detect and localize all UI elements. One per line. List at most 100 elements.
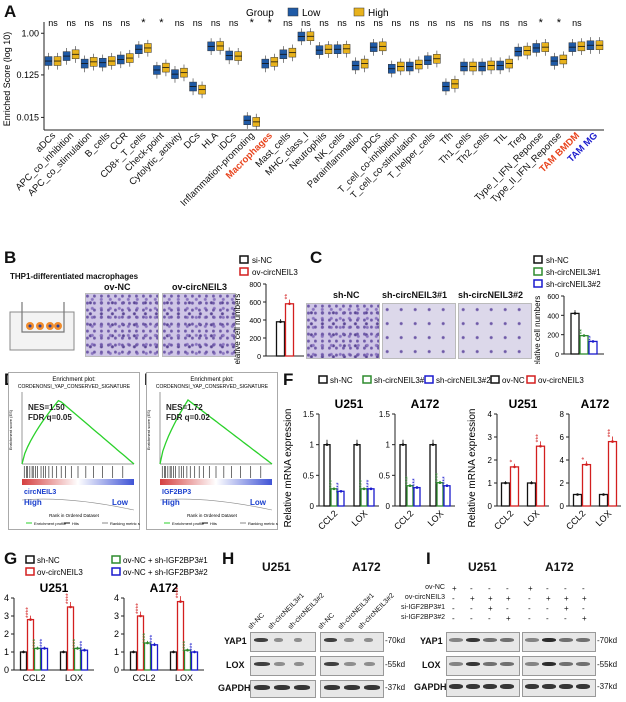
blot-band	[294, 662, 304, 666]
sig-a: ns	[337, 18, 347, 28]
panel-i-sign: -	[506, 604, 509, 613]
legend-f-swatch	[318, 375, 328, 384]
blot-band	[254, 638, 268, 642]
blot-band	[324, 685, 340, 690]
ytick-label: 0	[4, 665, 9, 675]
sig: ***	[536, 434, 543, 442]
bar	[19, 651, 28, 671]
panel-c-img3-label: sh-circNEIL3#2	[458, 290, 524, 300]
blot-band	[466, 684, 480, 689]
legend-b-label: ov-circNEIL3	[252, 268, 298, 277]
panel-letter-g: G	[4, 549, 18, 568]
panel-h-size-37: -37kd	[385, 683, 406, 692]
group-title: U251	[335, 397, 364, 411]
blot-i-u251-lox	[446, 656, 520, 676]
gsea-legend-label: Enrichment profile	[34, 521, 67, 526]
ytick-label: 200	[547, 333, 559, 340]
bar	[399, 444, 407, 507]
gsea-ylabel: Enrichment score (ES)	[8, 409, 13, 450]
ytick-label: 600	[547, 294, 559, 301]
panel-i-cell2: A172	[545, 560, 574, 574]
blot-band	[449, 638, 463, 642]
sig: ****	[412, 478, 419, 489]
sig-a: ns	[464, 18, 474, 28]
xtick-label: CCL2	[392, 508, 415, 531]
ytick-label: 2	[114, 629, 119, 639]
legend-b-swatch	[239, 255, 249, 264]
sig-a: ns	[301, 18, 311, 28]
panel-d-gsea-plot: Enrichment plot:CORDENONSI_YAP_CONSERVED…	[8, 372, 140, 530]
data-point	[530, 481, 533, 485]
ytick-label: 2	[560, 479, 565, 488]
panel-i-sign: +	[488, 594, 493, 603]
ytick-label: 3	[488, 433, 493, 442]
legend-g-swatch	[111, 555, 121, 564]
blot-h-a172-yap1	[320, 632, 384, 652]
sig-a: ns	[392, 18, 402, 28]
blot-band	[559, 662, 573, 666]
data-point	[22, 650, 25, 654]
data-point	[573, 312, 577, 315]
blot-band	[576, 638, 590, 642]
legend-f-label: sh-circNEIL3#2	[436, 376, 491, 385]
gsea-frame	[8, 372, 140, 530]
xtick-label: LOX	[65, 673, 83, 683]
legend-f-swatch	[490, 375, 500, 384]
panel-b-title: THP1-differentiated macrophages	[10, 272, 139, 281]
panel-letter-b: B	[4, 248, 17, 267]
blot-h-a172-lox	[320, 656, 384, 676]
ytick-label: 0	[310, 502, 315, 511]
panel-i-condition-label: ov-NC	[425, 584, 445, 591]
data-point	[172, 650, 175, 654]
sig-a: *	[557, 17, 562, 29]
ytick-label: 8	[560, 410, 565, 419]
sig: ****	[336, 482, 343, 493]
data-point	[576, 493, 579, 496]
ytick-label: 0	[555, 352, 559, 359]
xtick-label: CCL2	[492, 508, 515, 531]
panel-h-cell1: U251	[262, 560, 291, 574]
legend-b-swatch	[239, 267, 249, 276]
panel-i-sign: +	[582, 614, 587, 623]
panel-i-row-yap1: YAP1	[420, 636, 443, 646]
legend-c-label: sh-circNEIL3#2	[546, 280, 601, 289]
panel-g-barcharts: sh-NC ov-circNEIL3 ov-NC + sh-IGF2BP3#1 ov-…	[4, 555, 208, 683]
panel-h-cell2: A172	[352, 560, 381, 574]
blot-band	[344, 662, 356, 666]
panel-i-sign: -	[506, 584, 509, 593]
panel-i-sign: -	[546, 604, 549, 613]
panel-h-lane-label: sh-NC	[317, 612, 337, 631]
blot-band	[500, 662, 514, 666]
panel-i-sign: +	[506, 594, 511, 603]
sig: *	[582, 457, 589, 460]
sig: ****	[40, 639, 47, 650]
group-title: U251	[40, 581, 69, 595]
micrograph-sh-nc	[306, 303, 380, 359]
blot-band	[364, 662, 375, 666]
sig-a: *	[268, 17, 273, 29]
legend-a-title: Group	[246, 8, 274, 19]
sig: ****	[183, 641, 190, 652]
sig-a: ns	[428, 18, 438, 28]
panel-i-sign: -	[546, 584, 549, 593]
ytick-label: 0	[114, 665, 119, 675]
xtick-label: CCL2	[564, 508, 587, 531]
data-point	[355, 443, 359, 446]
xtick-label: CCL2	[132, 673, 155, 683]
ytick-label-a: 0.125	[16, 70, 39, 80]
bar	[80, 649, 89, 671]
data-point	[146, 641, 149, 645]
sig-a: *	[141, 17, 146, 29]
gsea-ranking-metric	[21, 498, 135, 511]
panel-i-sign: -	[564, 584, 567, 593]
blot-band	[483, 684, 497, 689]
panel-i-sign: -	[564, 614, 567, 623]
bar	[588, 340, 598, 355]
sig: ****	[73, 639, 80, 650]
sig-a: ns	[500, 18, 510, 28]
gsea-high: High	[24, 498, 42, 507]
panel-i-sign: +	[546, 594, 551, 603]
panel-i-sign: -	[452, 604, 455, 613]
legend-g-label: ov-NC + sh-IGF2BP3#1	[123, 556, 208, 565]
data-point	[408, 484, 412, 488]
